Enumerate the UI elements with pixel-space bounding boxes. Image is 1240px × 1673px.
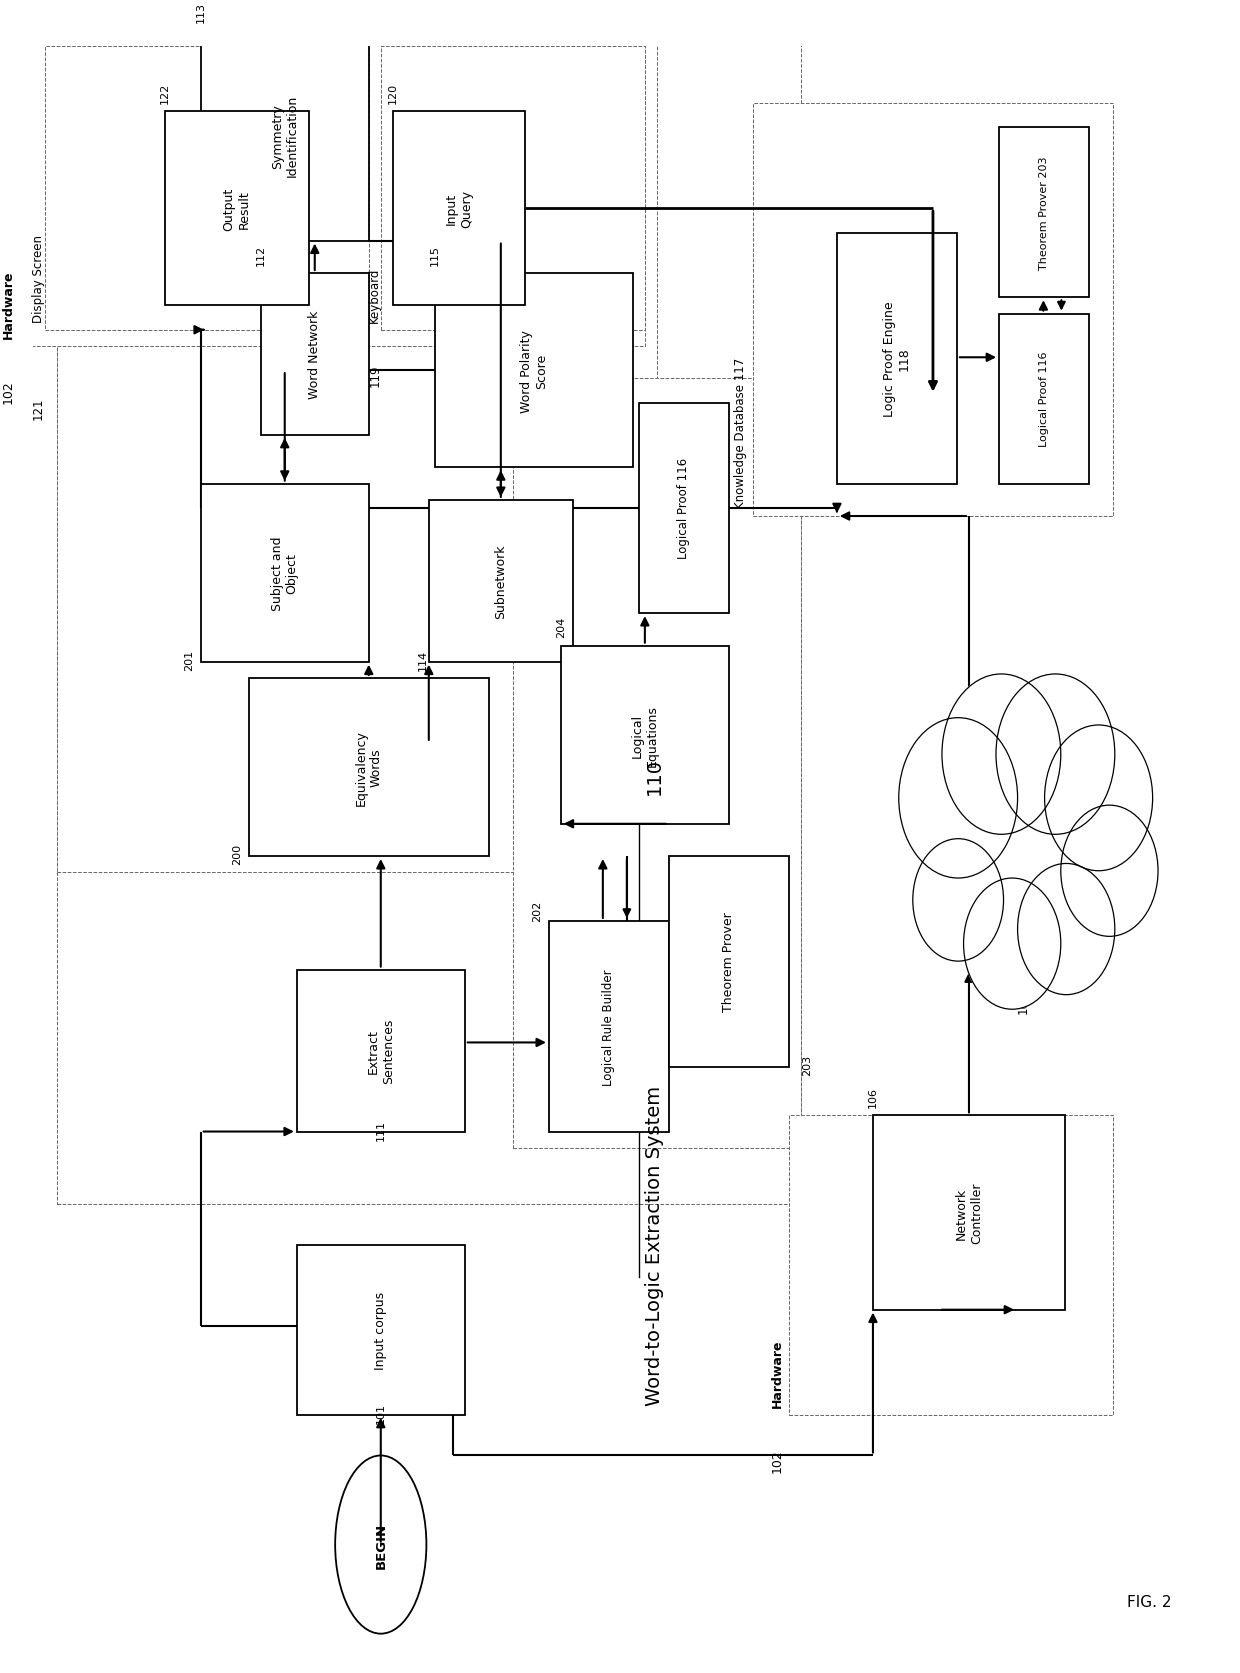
Text: Extract
Sentences: Extract Sentences — [367, 1019, 394, 1084]
Text: Input
Query: Input Query — [445, 191, 472, 228]
Circle shape — [963, 878, 1060, 1009]
Text: 110: 110 — [645, 758, 663, 795]
Circle shape — [899, 718, 1018, 878]
Text: Knowledge Database 117: Knowledge Database 117 — [734, 358, 748, 509]
Circle shape — [996, 674, 1115, 835]
Circle shape — [1060, 806, 1158, 937]
FancyBboxPatch shape — [789, 1116, 1114, 1415]
Text: Theorem Prover: Theorem Prover — [723, 912, 735, 1012]
FancyBboxPatch shape — [57, 0, 801, 1205]
FancyBboxPatch shape — [57, 0, 657, 873]
Text: 102: 102 — [770, 1449, 784, 1472]
Text: 115: 115 — [430, 244, 440, 266]
FancyBboxPatch shape — [381, 47, 645, 331]
FancyBboxPatch shape — [999, 129, 1089, 298]
Text: Output
Result: Output Result — [223, 187, 250, 231]
Text: 106: 106 — [868, 1086, 878, 1108]
FancyBboxPatch shape — [999, 315, 1089, 483]
FancyBboxPatch shape — [753, 104, 1114, 517]
Text: Word Network: Word Network — [309, 311, 321, 398]
Text: Network: Network — [1017, 895, 1029, 947]
FancyBboxPatch shape — [201, 483, 368, 663]
Text: 114: 114 — [418, 649, 428, 671]
FancyBboxPatch shape — [21, 32, 645, 346]
FancyBboxPatch shape — [513, 380, 801, 1148]
Text: 102: 102 — [2, 380, 15, 403]
Text: Network
Controller: Network Controller — [955, 1183, 983, 1243]
FancyBboxPatch shape — [873, 1116, 1065, 1310]
Text: 111: 111 — [376, 1119, 386, 1139]
Text: 203: 203 — [802, 1054, 812, 1076]
FancyBboxPatch shape — [668, 857, 789, 1067]
Text: FIG. 2: FIG. 2 — [1127, 1594, 1172, 1609]
Text: Input corpus: Input corpus — [374, 1292, 387, 1369]
FancyBboxPatch shape — [249, 679, 489, 857]
Text: Hardware: Hardware — [770, 1338, 784, 1407]
Text: 122: 122 — [160, 82, 170, 104]
FancyBboxPatch shape — [296, 970, 465, 1133]
FancyBboxPatch shape — [296, 1245, 465, 1415]
Text: 204: 204 — [556, 617, 565, 637]
Circle shape — [942, 674, 1060, 835]
FancyBboxPatch shape — [837, 234, 957, 483]
FancyBboxPatch shape — [393, 112, 525, 306]
Text: 200: 200 — [232, 843, 242, 865]
FancyBboxPatch shape — [201, 32, 368, 241]
Text: Symmetry
Identification: Symmetry Identification — [270, 95, 299, 177]
Text: Hardware: Hardware — [2, 269, 15, 338]
FancyBboxPatch shape — [260, 274, 368, 435]
Text: Equivalency
Words: Equivalency Words — [355, 729, 383, 805]
Text: Word-to-Logic Extraction System: Word-to-Logic Extraction System — [645, 1086, 663, 1405]
FancyBboxPatch shape — [435, 274, 632, 468]
Ellipse shape — [335, 1456, 427, 1633]
Text: Logical Proof 116: Logical Proof 116 — [1039, 351, 1049, 447]
Text: Word Polarity
Score: Word Polarity Score — [520, 330, 548, 413]
Text: 112: 112 — [255, 244, 265, 266]
FancyBboxPatch shape — [560, 646, 729, 825]
Text: 201: 201 — [184, 649, 193, 671]
Text: Logical Proof 116: Logical Proof 116 — [677, 458, 691, 559]
Text: Display Screen: Display Screen — [32, 234, 45, 323]
Text: 107: 107 — [1017, 990, 1029, 1014]
Text: BEGIN: BEGIN — [374, 1522, 387, 1568]
Text: 121: 121 — [32, 397, 45, 420]
FancyBboxPatch shape — [429, 500, 573, 663]
Text: Keyboard: Keyboard — [368, 268, 381, 323]
Text: 120: 120 — [388, 82, 398, 104]
Text: Subject and
Object: Subject and Object — [270, 535, 299, 611]
FancyBboxPatch shape — [45, 47, 368, 331]
FancyBboxPatch shape — [549, 922, 668, 1133]
Text: Theorem Prover 203: Theorem Prover 203 — [1039, 157, 1049, 269]
Text: Logic Proof Engine
118: Logic Proof Engine 118 — [883, 301, 911, 417]
Text: 101: 101 — [376, 1402, 386, 1424]
Circle shape — [1044, 726, 1153, 872]
FancyBboxPatch shape — [165, 112, 309, 306]
Text: 113: 113 — [196, 2, 206, 23]
Text: Logical
Equations: Logical Equations — [631, 704, 658, 766]
FancyBboxPatch shape — [639, 403, 729, 614]
Text: 202: 202 — [532, 900, 542, 922]
Text: 119: 119 — [368, 365, 381, 386]
Circle shape — [913, 840, 1003, 962]
Text: Subnetwork: Subnetwork — [495, 544, 507, 619]
Circle shape — [1018, 863, 1115, 995]
Text: Logical Rule Builder: Logical Rule Builder — [603, 969, 615, 1084]
